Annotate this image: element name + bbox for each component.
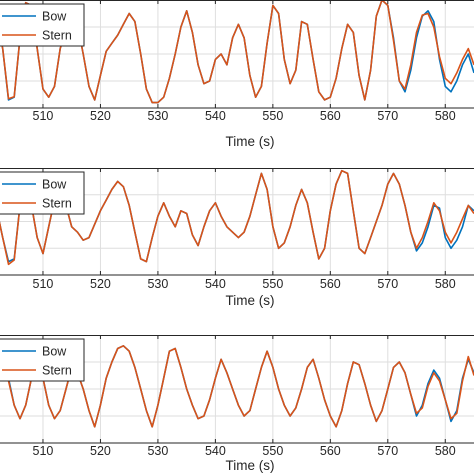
x-tick-label: 570 xyxy=(377,277,398,291)
x-tick-label: 530 xyxy=(147,277,168,291)
chart-panel-1: 510 520 530 540 550 560 570 580 Time (s) Bow Stern xyxy=(0,0,474,149)
legend: Bow Stern xyxy=(0,3,85,47)
x-tick-label: 520 xyxy=(90,109,111,123)
x-tick-label: 530 xyxy=(147,444,168,458)
legend-label-stern: Stern xyxy=(42,29,72,43)
x-tick-label: 550 xyxy=(262,109,283,123)
x-tick-label: 540 xyxy=(205,277,226,291)
legend: Bow Stern xyxy=(0,338,85,382)
chart-panel-2: 510 520 530 540 550 560 570 580 Time (s) Bow Stern xyxy=(0,168,474,308)
x-tick-label: 510 xyxy=(33,277,54,291)
x-tick-label: 560 xyxy=(320,109,341,123)
legend-label-stern: Stern xyxy=(42,364,72,378)
x-tick-label: 540 xyxy=(205,109,226,123)
x-tick-label: 520 xyxy=(90,277,111,291)
legend-box xyxy=(0,171,85,215)
chart-panel-3: 510 520 530 540 550 560 570 580 Time (s) Bow Stern xyxy=(0,335,474,473)
legend-label-bow: Bow xyxy=(42,345,67,359)
x-axis-label: Time (s) xyxy=(226,458,275,473)
x-tick-label: 570 xyxy=(377,109,398,123)
legend-box xyxy=(0,338,85,382)
legend-label-bow: Bow xyxy=(42,178,67,192)
x-tick-label: 570 xyxy=(377,444,398,458)
series-group xyxy=(0,169,474,266)
x-tick-label: 580 xyxy=(435,277,456,291)
legend-label-bow: Bow xyxy=(42,10,67,24)
x-tick-label: 510 xyxy=(33,109,54,123)
x-axis-label: Time (s) xyxy=(226,293,275,308)
legend: Bow Stern xyxy=(0,171,85,215)
series-line-stern xyxy=(0,169,474,266)
x-axis-label: Time (s) xyxy=(226,134,275,149)
x-tick-label: 550 xyxy=(262,444,283,458)
legend-label-stern: Stern xyxy=(42,197,72,211)
x-tick-label: 530 xyxy=(147,109,168,123)
x-tick-label: 540 xyxy=(205,444,226,458)
x-tick-label: 580 xyxy=(435,109,456,123)
x-tick-label: 550 xyxy=(262,277,283,291)
x-tick-label: 560 xyxy=(320,277,341,291)
legend-box xyxy=(0,3,85,47)
x-tick-label: 560 xyxy=(320,444,341,458)
x-tick-label: 510 xyxy=(33,444,54,458)
x-tick-label: 520 xyxy=(90,444,111,458)
x-tick-label: 580 xyxy=(435,444,456,458)
